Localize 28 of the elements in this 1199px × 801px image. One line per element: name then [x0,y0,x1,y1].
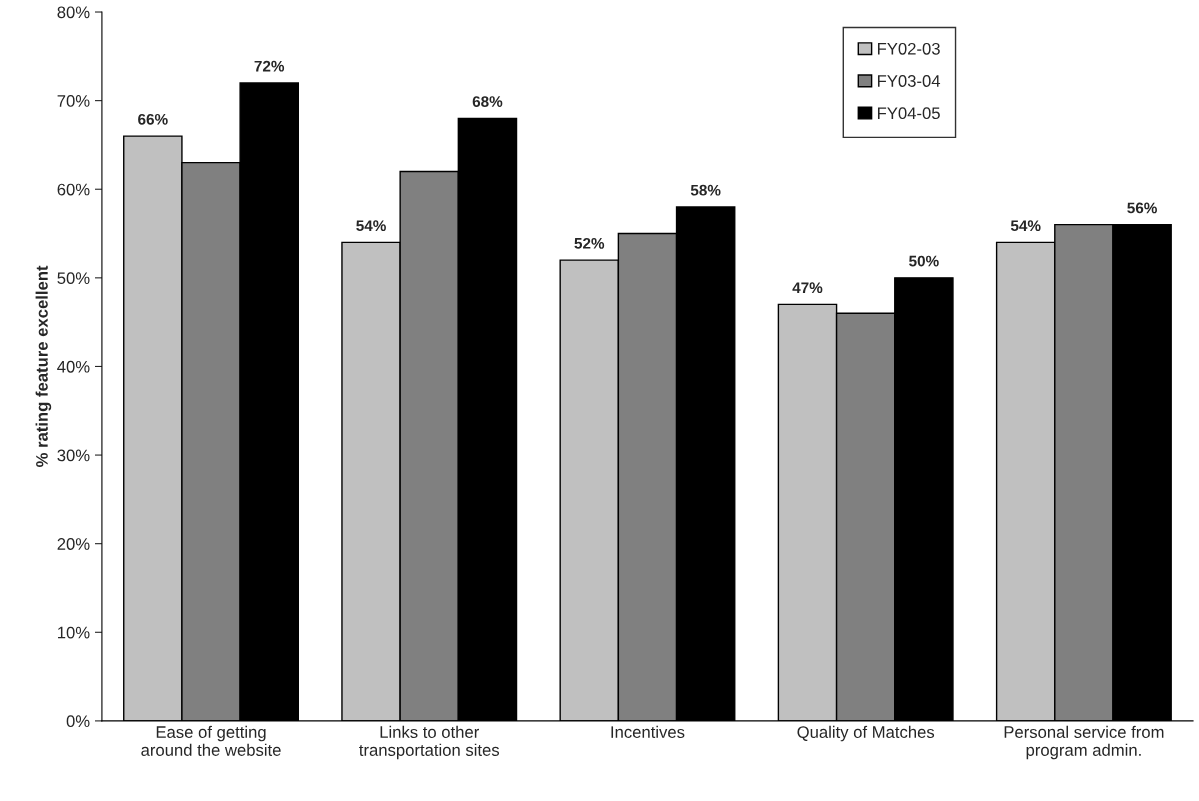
data-label: 54% [356,220,386,232]
y-tick-label: 0% [66,715,90,728]
data-label: 58% [690,184,721,196]
y-tick-label: 50% [57,272,90,285]
legend-label: FY03-04 [877,75,941,87]
legend-label: FY02-03 [877,42,940,55]
x-tick-label: Quality of Matches [797,725,935,742]
y-tick-label: 60% [57,183,90,196]
data-label: 56% [1127,202,1157,214]
y-tick-label: 30% [57,449,90,462]
x-tick-label: Links to other transportation sites [359,725,500,760]
data-label: 54% [1010,220,1041,232]
legend-label: FY04-05 [877,107,940,120]
y-tick-label: 40% [57,360,90,373]
x-tick-label: Incentives [611,725,685,738]
data-label: 66% [138,113,168,125]
data-label: 68% [472,96,503,107]
y-tick-label: 20% [57,538,90,550]
data-label: 50% [909,255,939,267]
y-tick-label: 70% [57,95,90,107]
y-tick-label: 80% [57,6,90,19]
y-axis-title: % rating feature excellent [35,265,52,467]
x-tick-label: Ease of getting around the website [141,725,281,756]
y-tick-label: 10% [58,626,90,639]
data-label: 47% [792,282,823,294]
data-label: 72% [254,60,285,72]
x-tick-label: Personal service from program admin. [1004,725,1164,760]
data-label: 52% [574,237,605,249]
